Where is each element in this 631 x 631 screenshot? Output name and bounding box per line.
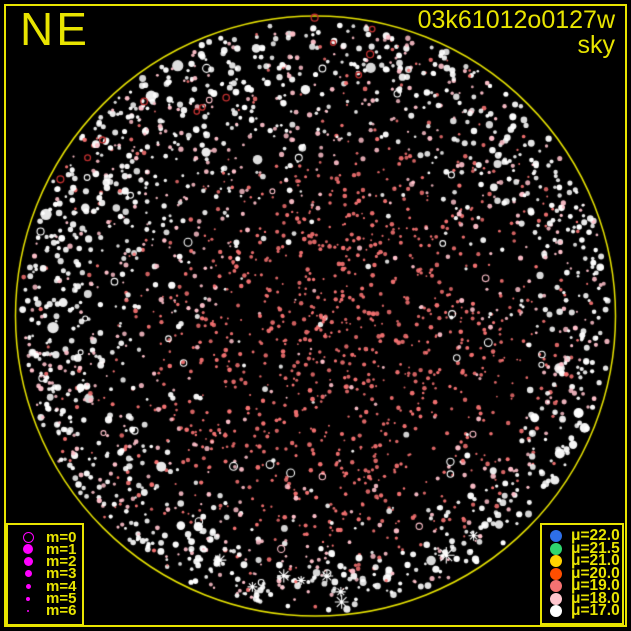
- orientation-label: NE: [20, 3, 90, 55]
- legend-row: m=3: [16, 565, 78, 583]
- legend-row: m=6: [16, 602, 78, 620]
- legend-row: μ=21.5: [548, 539, 620, 557]
- magnitude-size-legend: m=0 m=1 m=2 m=3 m=4 m=5 m=6: [6, 523, 84, 626]
- marker-size-swatch: [24, 570, 32, 578]
- legend-label: m=1: [46, 540, 77, 558]
- legend-label: μ=21.0: [571, 552, 620, 569]
- color-swatch: [550, 605, 562, 617]
- legend-row: m=5: [16, 590, 78, 608]
- legend-label: μ=20.0: [571, 564, 620, 582]
- legend-row: m=2: [16, 553, 78, 571]
- surface-brightness-color-legend: μ=22.0 μ=21.5 μ=21.0 μ=20.0 μ=19.0 μ=18.…: [540, 523, 624, 625]
- legend-label: μ=19.0: [571, 577, 620, 594]
- legend-row: μ=18.0: [548, 589, 620, 607]
- legend-label: m=3: [46, 565, 77, 583]
- title-block: 03k61012o0127w sky: [418, 8, 615, 58]
- marker-size-swatch: [25, 583, 31, 589]
- marker-size-swatch: [23, 557, 33, 567]
- legend-label: m=2: [46, 553, 77, 571]
- marker-size-swatch: [23, 544, 33, 555]
- legend-label: μ=22.0: [571, 527, 620, 544]
- color-swatch: [550, 555, 562, 567]
- legend-row: m=0: [16, 528, 78, 546]
- marker-size-swatch: [22, 531, 34, 543]
- color-swatch: [550, 580, 562, 592]
- legend-label: m=6: [46, 602, 77, 620]
- legend-row: m=1: [16, 540, 78, 558]
- legend-label: μ=17.0: [571, 602, 620, 619]
- legend-row: μ=22.0: [548, 527, 620, 544]
- marker-size-swatch: [26, 596, 30, 601]
- color-swatch: [550, 592, 562, 605]
- legend-row: μ=19.0: [548, 577, 620, 594]
- legend-label: m=4: [46, 577, 77, 595]
- legend-row: μ=21.0: [548, 552, 620, 569]
- legend-row: μ=20.0: [548, 564, 620, 582]
- color-swatch: [550, 530, 562, 542]
- legend-row: m=4: [16, 577, 78, 595]
- legend-label: μ=21.5: [571, 539, 620, 557]
- color-swatch: [550, 567, 562, 580]
- legend-label: μ=18.0: [571, 589, 620, 607]
- marker-size-swatch: [27, 609, 29, 612]
- legend-label: m=0: [46, 528, 77, 546]
- legend-row: μ=17.0: [548, 602, 620, 619]
- legend-label: m=5: [46, 590, 77, 608]
- plot-subtitle: sky: [577, 31, 616, 59]
- color-swatch: [550, 542, 562, 555]
- plot-title: 03k61012o0127w: [417, 6, 615, 34]
